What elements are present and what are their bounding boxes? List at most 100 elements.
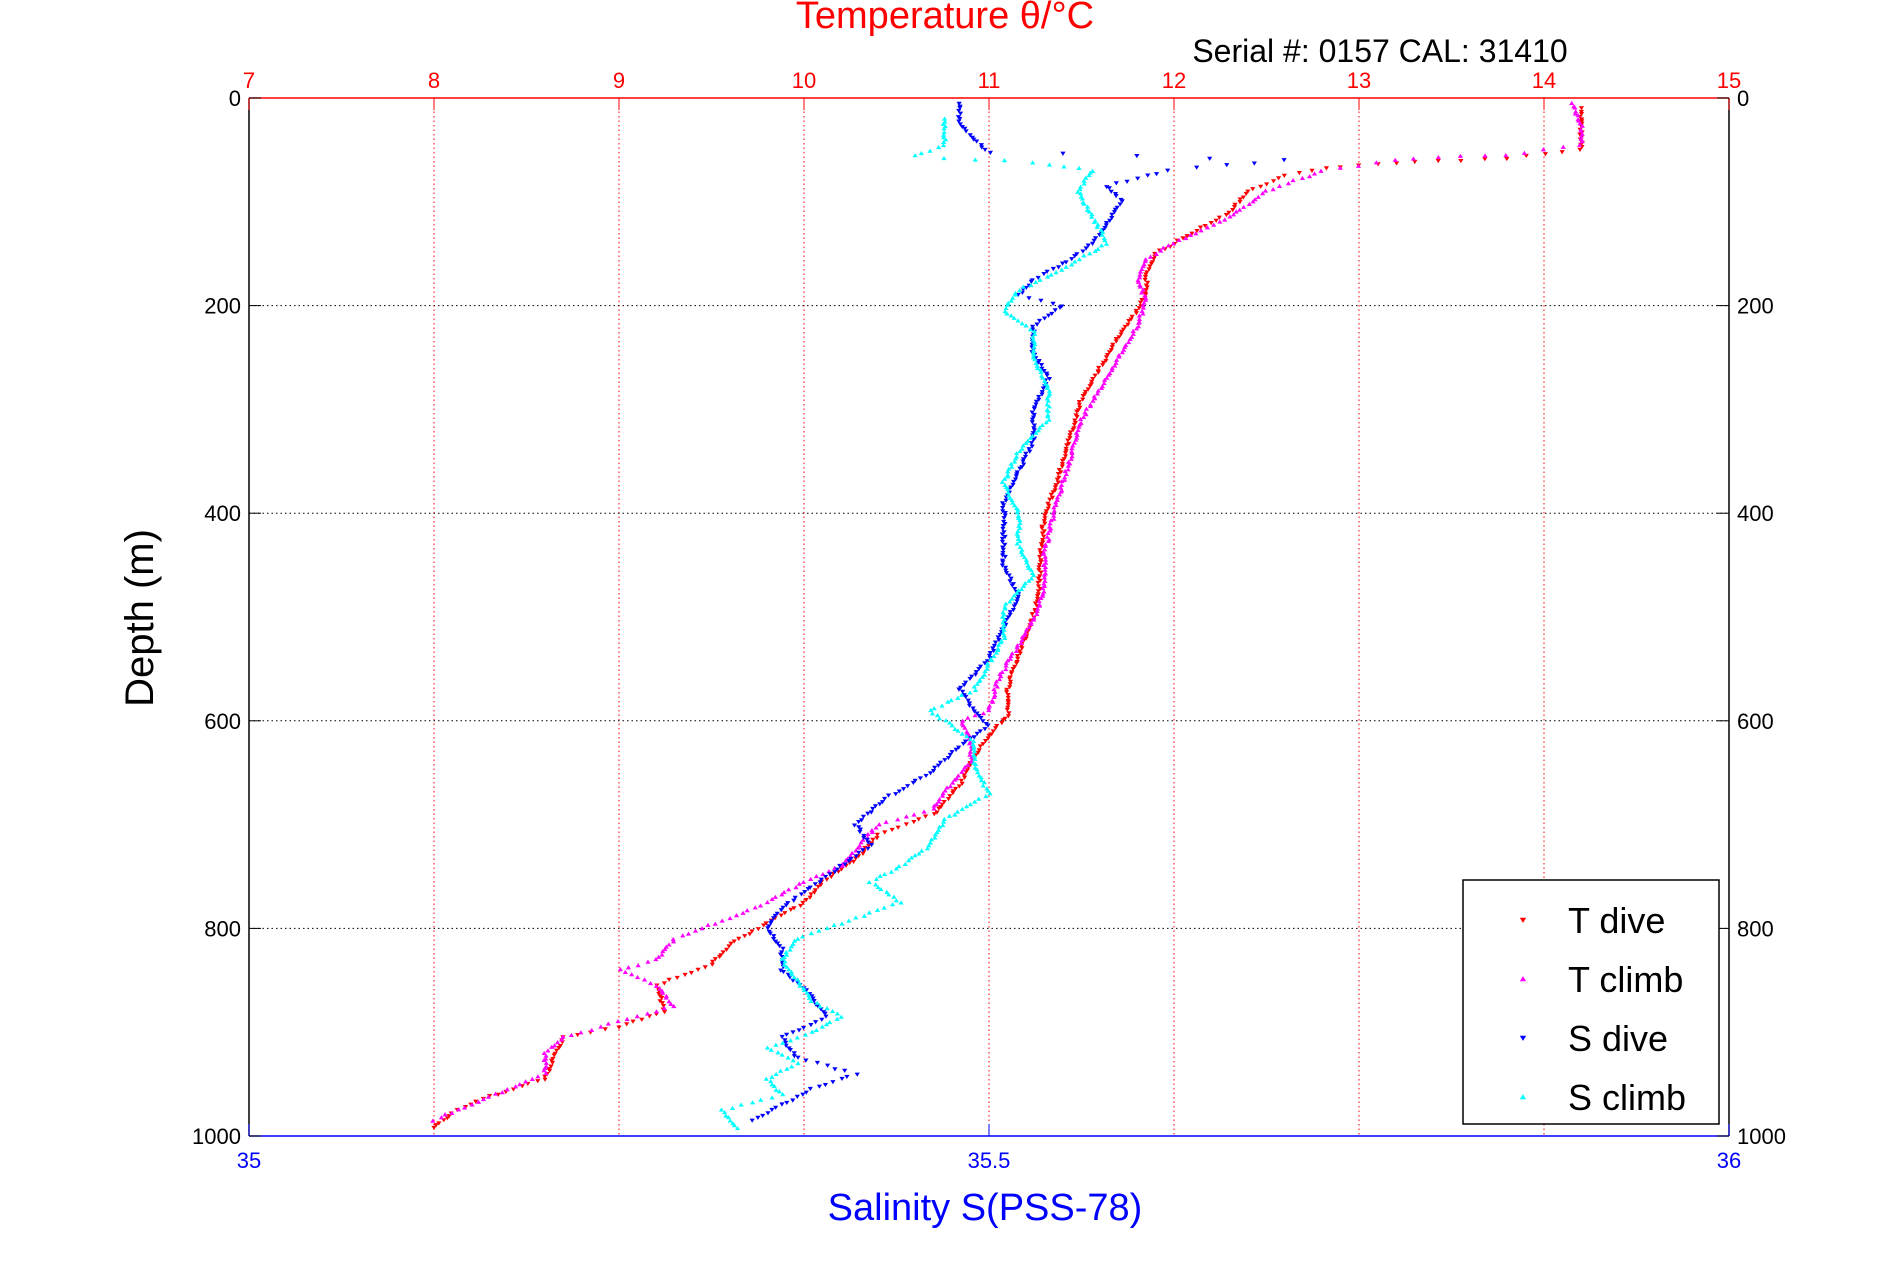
data-point — [1092, 248, 1098, 253]
data-point — [1026, 447, 1032, 452]
data-point — [855, 845, 861, 850]
data-point — [837, 863, 843, 869]
data-point — [783, 1032, 790, 1037]
data-point — [1189, 231, 1195, 236]
data-point — [916, 817, 922, 822]
data-point — [1323, 166, 1330, 171]
data-point — [971, 749, 978, 754]
data-point — [1012, 477, 1019, 482]
data-point — [927, 148, 933, 153]
data-point — [866, 910, 872, 915]
data-point — [1030, 350, 1036, 355]
data-point — [1046, 537, 1052, 542]
data-point — [996, 676, 1003, 682]
data-point — [1208, 221, 1214, 226]
data-point — [1005, 472, 1011, 477]
data-point — [1250, 199, 1256, 204]
data-point — [945, 796, 952, 802]
legend-entries: T dive T climb S dive S climb — [1519, 900, 1686, 1118]
data-point — [783, 949, 789, 955]
data-point — [791, 1054, 797, 1059]
data-point — [671, 1003, 677, 1009]
data-point — [1246, 201, 1252, 206]
data-point — [895, 817, 901, 822]
data-point — [979, 145, 985, 150]
legend-label: S climb — [1568, 1077, 1686, 1118]
data-point — [499, 1090, 505, 1095]
data-point — [1145, 173, 1151, 178]
data-point — [826, 869, 832, 874]
data-point — [1050, 490, 1056, 495]
data-point — [795, 1055, 801, 1060]
data-point — [893, 792, 899, 797]
data-point — [1074, 432, 1080, 438]
data-point — [832, 1067, 838, 1072]
data-point — [1010, 500, 1016, 505]
data-point — [1003, 660, 1009, 665]
data-point — [865, 831, 871, 837]
data-point — [818, 877, 824, 882]
data-point — [1077, 186, 1083, 192]
data-point — [853, 856, 859, 861]
data-point — [1025, 438, 1031, 443]
data-point — [777, 952, 784, 957]
data-point — [1046, 417, 1052, 422]
data-point — [1016, 523, 1022, 528]
data-point — [1012, 664, 1018, 669]
data-point — [436, 1121, 442, 1126]
depth-tick-label-left: 800 — [204, 916, 241, 941]
data-point — [1052, 308, 1058, 313]
data-point — [949, 723, 955, 728]
data-point — [1194, 165, 1200, 170]
data-point — [629, 972, 635, 977]
data-point — [868, 810, 874, 815]
data-point — [791, 975, 797, 980]
data-point — [1143, 292, 1149, 297]
data-point — [635, 963, 641, 968]
data-point — [1111, 210, 1118, 215]
data-point — [1015, 318, 1021, 323]
data-point — [1038, 542, 1044, 547]
data-point — [1100, 363, 1106, 368]
data-point — [994, 723, 1000, 729]
data-point — [1023, 323, 1029, 328]
data-point — [1038, 363, 1045, 368]
data-point — [1187, 232, 1194, 237]
data-point — [767, 931, 773, 936]
data-point — [1255, 194, 1261, 199]
data-point — [779, 1052, 785, 1057]
data-point — [1112, 363, 1118, 368]
data-point — [971, 739, 977, 744]
temperature-tick-label: 7 — [243, 68, 255, 93]
data-point — [995, 635, 1001, 640]
data-point — [1041, 534, 1047, 539]
data-point — [1014, 541, 1020, 546]
data-point — [1007, 579, 1013, 584]
data-point — [942, 758, 948, 763]
data-point — [784, 1066, 790, 1071]
data-point — [987, 150, 993, 155]
data-point — [1057, 305, 1063, 310]
data-point — [804, 990, 810, 995]
data-point — [1000, 526, 1006, 531]
data-point — [1078, 420, 1084, 425]
data-point — [798, 903, 804, 909]
data-point — [813, 874, 819, 879]
data-point — [808, 1022, 814, 1028]
data-point — [889, 827, 895, 833]
data-point — [653, 1009, 660, 1014]
data-point — [1165, 243, 1172, 248]
data-point — [953, 747, 959, 752]
data-point — [547, 1068, 553, 1073]
data-point — [933, 802, 940, 807]
data-point — [1053, 270, 1059, 275]
data-point — [959, 124, 965, 130]
data-point — [1013, 451, 1020, 456]
data-point — [801, 1025, 807, 1031]
data-point — [886, 892, 892, 897]
data-point — [1071, 440, 1078, 445]
data-point — [1077, 184, 1084, 189]
data-point — [1053, 502, 1059, 508]
data-point — [818, 883, 824, 888]
data-point — [1031, 406, 1037, 412]
